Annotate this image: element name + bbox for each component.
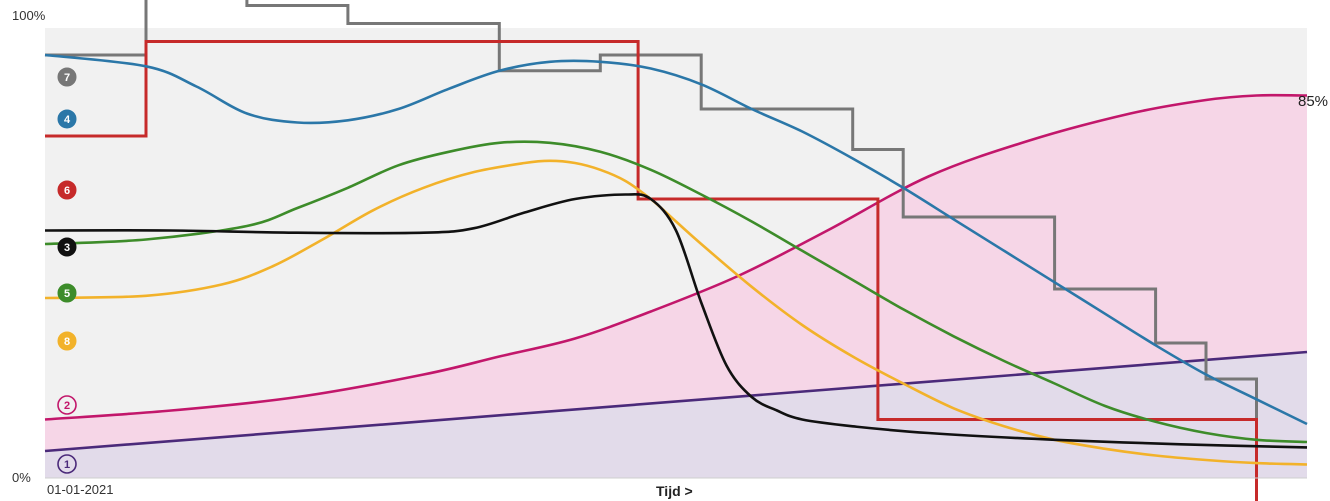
series-8-marker-label: 8 (64, 336, 70, 348)
series-3-marker-label: 3 (64, 242, 70, 254)
series-8-marker-circle (57, 331, 77, 351)
y-tick-label-bottom: 0% (12, 470, 31, 485)
area-layer (45, 95, 1307, 478)
series-2-marker: 2 (57, 395, 77, 415)
series-2-marker-circle (57, 395, 77, 415)
series-4-line (44, 53, 1308, 426)
series-1-marker-circle (57, 454, 77, 474)
series-7-marker: 7 (57, 67, 77, 87)
series-5-marker-label: 5 (64, 288, 70, 300)
series-2-line (44, 93, 1308, 421)
series-1-line (44, 350, 1308, 453)
series-6-marker-circle (57, 180, 77, 200)
series-1-marker: 1 (57, 454, 77, 474)
series-3-marker: 3 (57, 237, 77, 257)
series-5-marker-circle (57, 283, 77, 303)
series-4-marker-circle (57, 109, 77, 129)
series-2-marker-label: 2 (64, 400, 70, 412)
series-6-line (45, 40, 1258, 501)
series-5-marker: 5 (57, 283, 77, 303)
marker-layer: 1 2 3 4 5 6 7 8 (57, 67, 77, 474)
series-5-line (44, 140, 1308, 444)
series-6-marker: 6 (57, 180, 77, 200)
series-7-marker-circle (57, 67, 77, 87)
series-3-marker-circle (57, 237, 77, 257)
series-8-marker: 8 (57, 331, 77, 351)
end-value-label: 85% (1298, 93, 1328, 110)
x-start-label: 01-01-2021 (47, 482, 114, 497)
series-1-area (45, 352, 1307, 478)
series-7-line (45, 0, 1258, 456)
series-7-marker-label: 7 (64, 72, 70, 84)
series-6-marker-label: 6 (64, 185, 70, 197)
series-4-marker: 4 (57, 109, 77, 129)
y-tick-label-top: 100% (12, 8, 46, 23)
x-axis-label: Tijd > (656, 483, 693, 499)
line-layer (44, 0, 1308, 501)
series-1-marker-label: 1 (64, 459, 70, 471)
series-3-line (44, 193, 1308, 449)
series-4-marker-label: 4 (64, 114, 71, 126)
